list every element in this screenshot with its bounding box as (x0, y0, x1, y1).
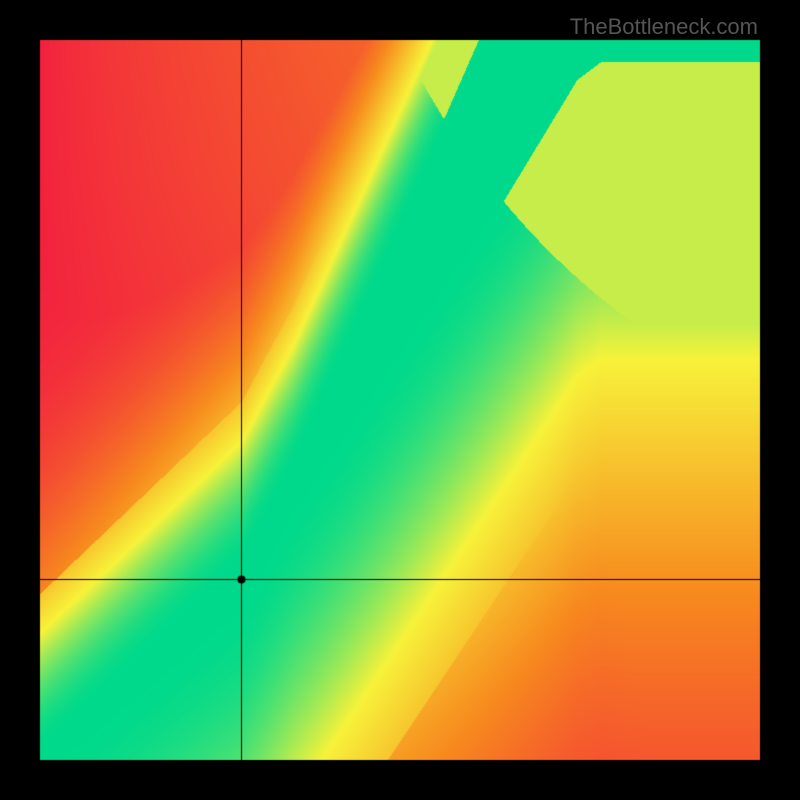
watermark-text: TheBottleneck.com (570, 14, 758, 40)
chart-container: TheBottleneck.com (0, 0, 800, 800)
bottleneck-heatmap (0, 0, 800, 800)
